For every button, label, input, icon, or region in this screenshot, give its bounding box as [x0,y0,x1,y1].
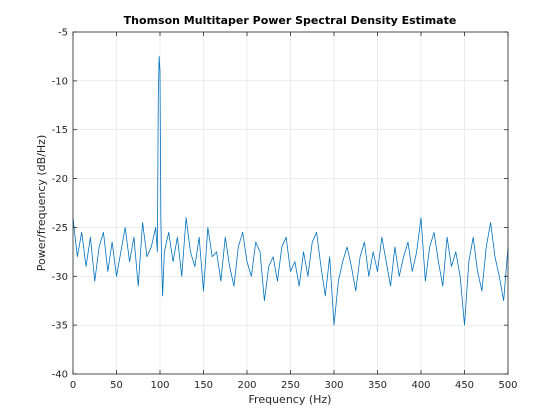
x-tick-label: 400 [411,380,430,391]
psd-series-line [72,56,509,326]
x-tick-label: 350 [368,380,387,391]
x-tick-label: 500 [498,380,517,391]
x-tick-label: 100 [150,380,169,391]
y-tick-label: -10 [52,76,68,87]
y-tick-label: -5 [58,28,68,39]
y-tick-label: -15 [52,125,68,136]
y-tick-label: -30 [52,272,68,283]
x-tick-label: 0 [70,380,76,391]
x-tick-label: 450 [455,380,474,391]
y-tick-label: -20 [52,174,68,185]
y-tick-label: -25 [52,223,68,234]
x-tick-label: 250 [281,380,300,391]
x-tick-label: 200 [237,380,256,391]
x-tick-label: 150 [194,380,213,391]
x-tick-label: 50 [110,380,123,391]
y-tick-label: -35 [52,321,68,332]
x-tick-label: 300 [324,380,343,391]
y-tick-label: -40 [52,370,68,381]
chart-title: Thomson Multitaper Power Spectral Densit… [124,14,457,27]
axis-ticks: 0 50 100 150 200 250 300 350 400 450 500 -40 -35 -30 -… [52,28,518,392]
x-axis-label: Frequency (Hz) [249,393,332,406]
y-axis-label: Power/frequency (dB/Hz) [35,135,48,272]
